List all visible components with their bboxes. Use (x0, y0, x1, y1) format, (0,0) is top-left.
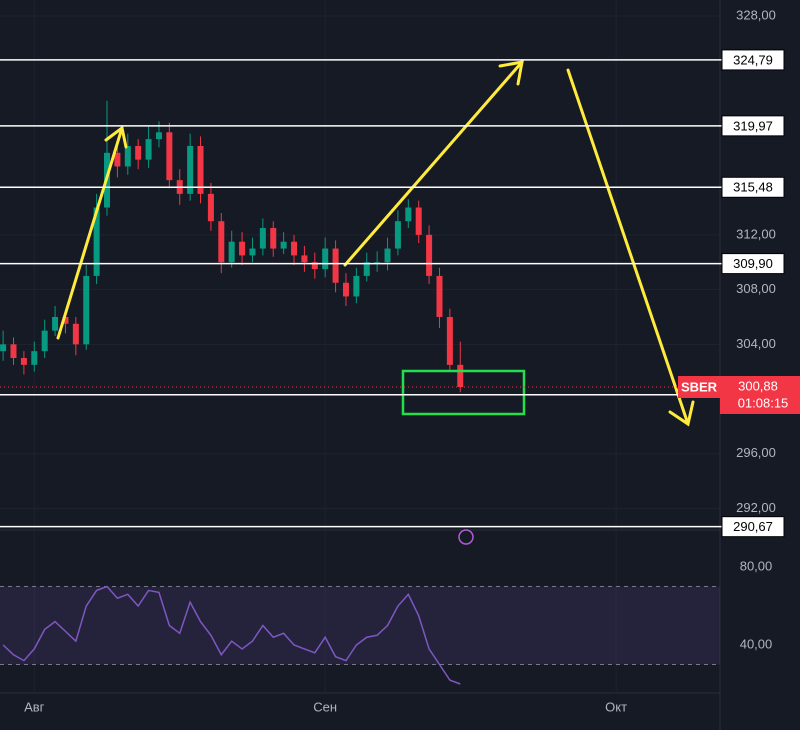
candle-body (405, 207, 412, 222)
arrow (343, 60, 524, 267)
arrow-head (498, 60, 524, 86)
candle-body (457, 364, 464, 388)
candle-body (446, 316, 453, 365)
candle-body (239, 241, 246, 256)
level-label: 290,67 (733, 519, 773, 534)
candle-body (155, 132, 162, 140)
y-tick-label: 296,00 (736, 445, 776, 460)
ticker-badge (678, 376, 720, 399)
countdown: 01:08:15 (738, 395, 789, 410)
candle-body (207, 193, 214, 222)
candle-body (135, 145, 142, 160)
candle-body (311, 262, 318, 270)
level-label-box (721, 253, 785, 275)
candle-body (280, 241, 287, 249)
ticker-label: SBER (681, 379, 718, 394)
y-tick-label: 312,00 (736, 226, 776, 241)
candle-body (322, 248, 329, 270)
candle-body (0, 344, 7, 352)
x-tick-label: Сен (313, 699, 337, 714)
rsi-line (2, 585, 461, 685)
candle-body (384, 248, 391, 263)
level-label-box (721, 49, 785, 71)
candle-body (83, 275, 90, 345)
last-price-box (720, 376, 800, 415)
y-tick-label: 304,00 (736, 336, 776, 351)
candle-body (270, 228, 277, 249)
y-tick-label: 328,00 (736, 7, 776, 22)
candle-body (291, 241, 298, 256)
candle-body (332, 248, 339, 283)
candle-body (31, 351, 38, 365)
candle-body (145, 139, 152, 160)
overlay: 292,00 296,00 304,00 308,00 312,00 328,00 Авг С… (0, 7, 800, 714)
rsi-band (0, 586, 720, 665)
candle-body (10, 344, 17, 359)
target-box (401, 369, 526, 416)
arrow-head (104, 125, 128, 149)
level-label: 319,97 (733, 118, 773, 133)
candle-body (259, 228, 266, 249)
level-label: 309,90 (733, 256, 773, 271)
y-tick-label: 308,00 (736, 281, 776, 296)
candle-body (228, 241, 235, 263)
candle-body (426, 234, 433, 276)
y-tick-label: 292,00 (736, 500, 776, 515)
annotations (56, 60, 695, 427)
candle-body (249, 248, 256, 256)
candle-body (124, 145, 131, 167)
candle-body (374, 262, 381, 264)
candle-body (41, 330, 48, 352)
level-label: 315,48 (733, 180, 773, 195)
candle-body (166, 132, 173, 181)
level-label-box (721, 176, 785, 198)
candle-body (353, 275, 360, 297)
rsi-tick-label: 40,00 (740, 636, 773, 651)
candle-body (301, 255, 308, 263)
rsi-tick-label: 80,00 (740, 558, 773, 573)
candle-body (114, 152, 121, 167)
level-label-box (721, 516, 785, 538)
arrow (56, 126, 124, 340)
level-label-box (721, 115, 785, 137)
last-price-label: 300,88 (738, 378, 778, 393)
candle-body (72, 323, 79, 345)
level-label: 324,79 (733, 52, 773, 67)
arrow (566, 68, 690, 426)
arrow-head (668, 400, 695, 427)
x-tick-label: Окт (605, 699, 627, 714)
candle-body (187, 145, 194, 194)
candle-body (394, 221, 401, 249)
candle-body (20, 358, 27, 365)
candle-body (436, 275, 443, 317)
candle-body (52, 316, 59, 331)
candle-body (62, 316, 69, 324)
candle-body (218, 221, 225, 263)
candle-body (363, 262, 370, 276)
x-tick-label: Авг (24, 699, 45, 714)
candle-body (197, 145, 204, 194)
candle-body (342, 282, 349, 297)
candle-body (93, 207, 100, 276)
event-icon[interactable] (458, 529, 474, 545)
candle-body (415, 207, 422, 235)
